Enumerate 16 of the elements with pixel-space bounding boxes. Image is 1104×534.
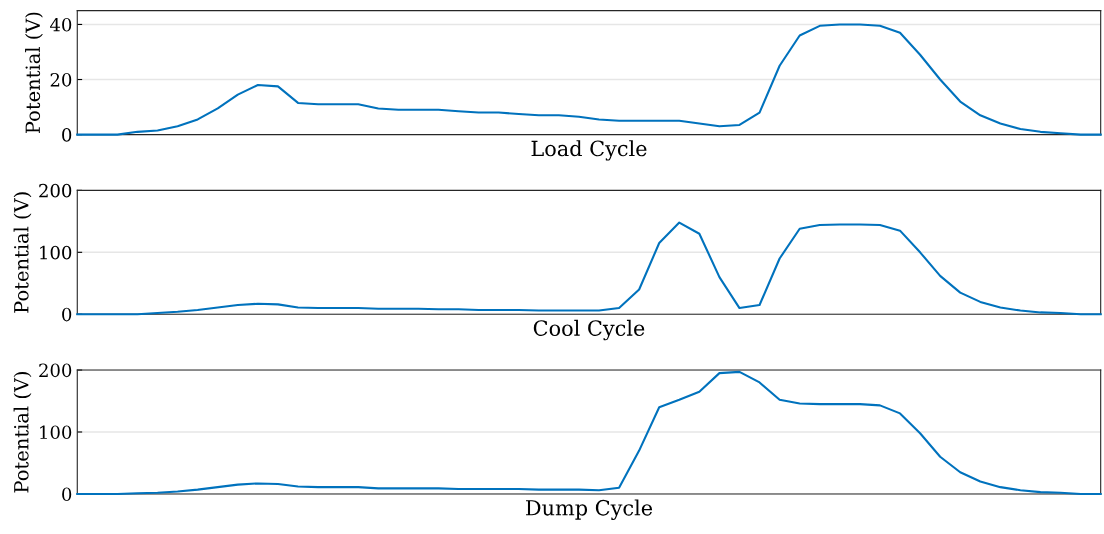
y-tick-label: 0 [62, 487, 72, 502]
x-axis-title: Dump Cycle [526, 499, 653, 520]
x-axis-title: Load Cycle [531, 140, 647, 161]
y-axis-title: Potential (V) [25, 12, 43, 134]
y-tick-label: 40 [50, 17, 72, 32]
y-tick-label: 200 [39, 363, 72, 378]
y-tick-label: 200 [39, 183, 72, 198]
y-tick-label: 100 [40, 245, 72, 260]
y-tick-label: 0 [62, 307, 72, 322]
y-tick-label: 0 [62, 128, 72, 142]
x-axis-title: Cool Cycle [533, 319, 645, 341]
y-axis-title: Potential (V) [13, 371, 32, 493]
line-series [76, 370, 1102, 495]
y-tick-label: 100 [40, 425, 72, 440]
y-axis-title: Potential (V) [13, 192, 32, 313]
y-tick-label: 20 [50, 72, 72, 87]
